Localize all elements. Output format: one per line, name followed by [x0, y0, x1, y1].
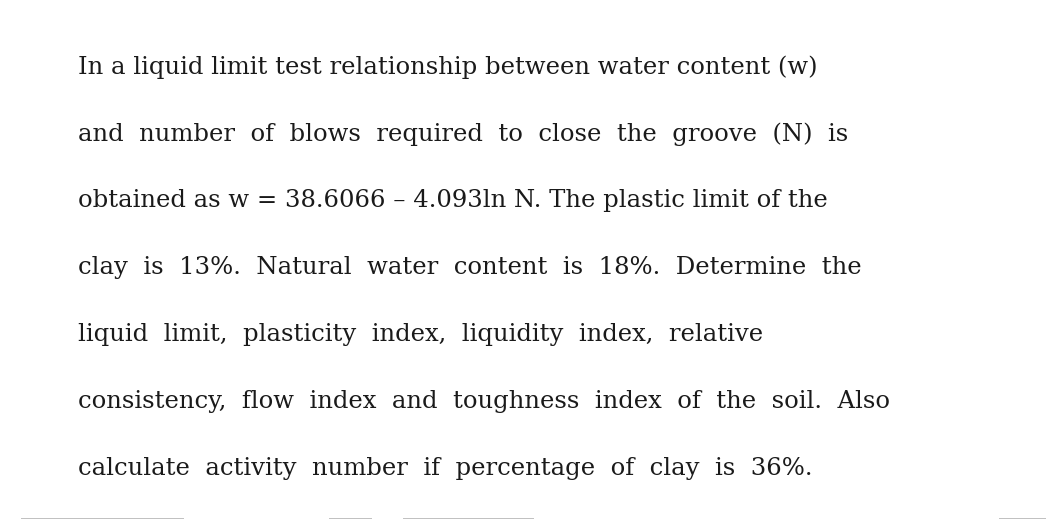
Text: calculate  activity  number  if  percentage  of  clay  is  36%.: calculate activity number if percentage … — [78, 457, 813, 481]
Text: liquid  limit,  plasticity  index,  liquidity  index,  relative: liquid limit, plasticity index, liquidit… — [78, 323, 764, 346]
Text: consistency,  flow  index  and  toughness  index  of  the  soil.  Also: consistency, flow index and toughness in… — [78, 390, 890, 413]
Text: In a liquid limit test relationship between water content (w): In a liquid limit test relationship betw… — [78, 55, 818, 79]
Text: clay  is  13%.  Natural  water  content  is  18%.  Determine  the: clay is 13%. Natural water content is 18… — [78, 256, 862, 279]
Text: and  number  of  blows  required  to  close  the  groove  (N)  is: and number of blows required to close th… — [78, 122, 848, 146]
Text: obtained as w = 38.6066 – 4.093ln N. The plastic limit of the: obtained as w = 38.6066 – 4.093ln N. The… — [78, 189, 828, 212]
